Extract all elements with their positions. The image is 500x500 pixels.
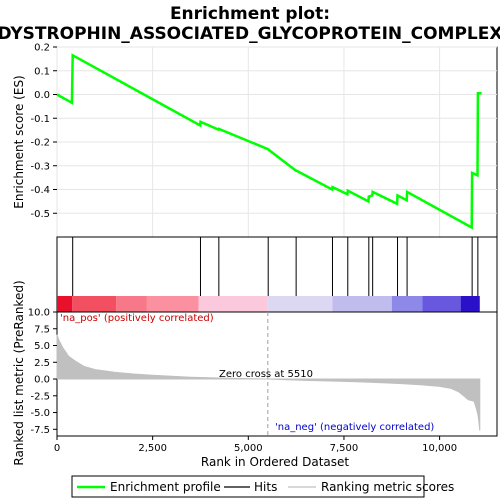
es-tick-label: 0.1 — [34, 66, 50, 77]
es-y-axis-label: Enrichment score (ES) — [12, 75, 26, 208]
pos-correlated-label: 'na_pos' (positively correlated) — [60, 313, 214, 324]
chart-subtitle: DYSTROPHIN_ASSOCIATED_GLYCOPROTEIN_COMPL… — [0, 24, 500, 44]
heatmap-segment — [267, 296, 333, 312]
heatmap-segment — [72, 296, 117, 312]
metric-tick-label: 2.5 — [34, 358, 50, 369]
es-tick-label: -0.3 — [30, 161, 50, 172]
enrichment-profile-line — [56, 53, 482, 230]
metric-y-axis-label: Ranked list metric (PreRanked) — [12, 280, 26, 465]
hits-markers — [72, 237, 479, 296]
x-axis: 0 2,500 5,000 7,500 10,000 — [54, 436, 457, 454]
metric-tick-label: 0.0 — [34, 375, 50, 386]
heatmap-segment — [460, 296, 480, 312]
chart-title: Enrichment plot: — [170, 4, 330, 24]
es-gridlines — [56, 46, 497, 237]
metric-tick-label: -7.5 — [30, 425, 50, 436]
x-tick-label: 2,500 — [138, 443, 167, 454]
metric-tick-label: 10.0 — [28, 308, 50, 319]
es-tick-label: -0.1 — [30, 114, 50, 125]
heatmap-segment — [332, 296, 392, 312]
legend-label-hits: Hits — [254, 480, 277, 494]
zero-cross-label: Zero cross at 5510 — [219, 369, 313, 380]
x-tick-label: 5,000 — [234, 443, 263, 454]
x-tick-label: 0 — [54, 443, 60, 454]
es-tick-label: -0.2 — [30, 138, 50, 149]
metric-tick-label: 7.5 — [34, 324, 50, 335]
heatmap-segment — [116, 296, 147, 312]
rank-heatmap-bar — [57, 296, 480, 312]
metric-tick-label: -2.5 — [30, 391, 50, 402]
heatmap-segment — [422, 296, 461, 312]
x-tick-label: 7,500 — [330, 443, 359, 454]
x-tick-label: 10,000 — [422, 443, 457, 454]
legend-label-metric: Ranking metric scores — [321, 480, 454, 494]
heatmap-segment — [146, 296, 199, 312]
x-axis-label: Rank in Ordered Dataset — [201, 455, 349, 469]
ranking-metric-area — [56, 334, 481, 431]
es-tick-label: 0.0 — [34, 90, 50, 101]
metric-tick-label: 5.0 — [34, 341, 50, 352]
neg-correlated-label: 'na_neg' (negatively correlated) — [275, 422, 434, 433]
es-tick-label: -0.4 — [30, 185, 50, 196]
es-y-axis: 0.2 0.1 0.0 -0.1 -0.2 -0.3 -0.4 -0.5 — [30, 43, 57, 220]
heatmap-segment — [391, 296, 423, 312]
es-tick-label: -0.5 — [30, 209, 50, 220]
metric-y-axis: 10.0 7.5 5.0 2.5 0.0 -2.5 -5.0 -7.5 — [28, 308, 57, 436]
metric-tick-label: -5.0 — [30, 408, 50, 419]
es-tick-label: 0.2 — [34, 43, 50, 54]
heatmap-segment — [57, 296, 73, 312]
heatmap-segment — [198, 296, 268, 312]
legend-label-profile: Enrichment profile — [110, 480, 221, 494]
